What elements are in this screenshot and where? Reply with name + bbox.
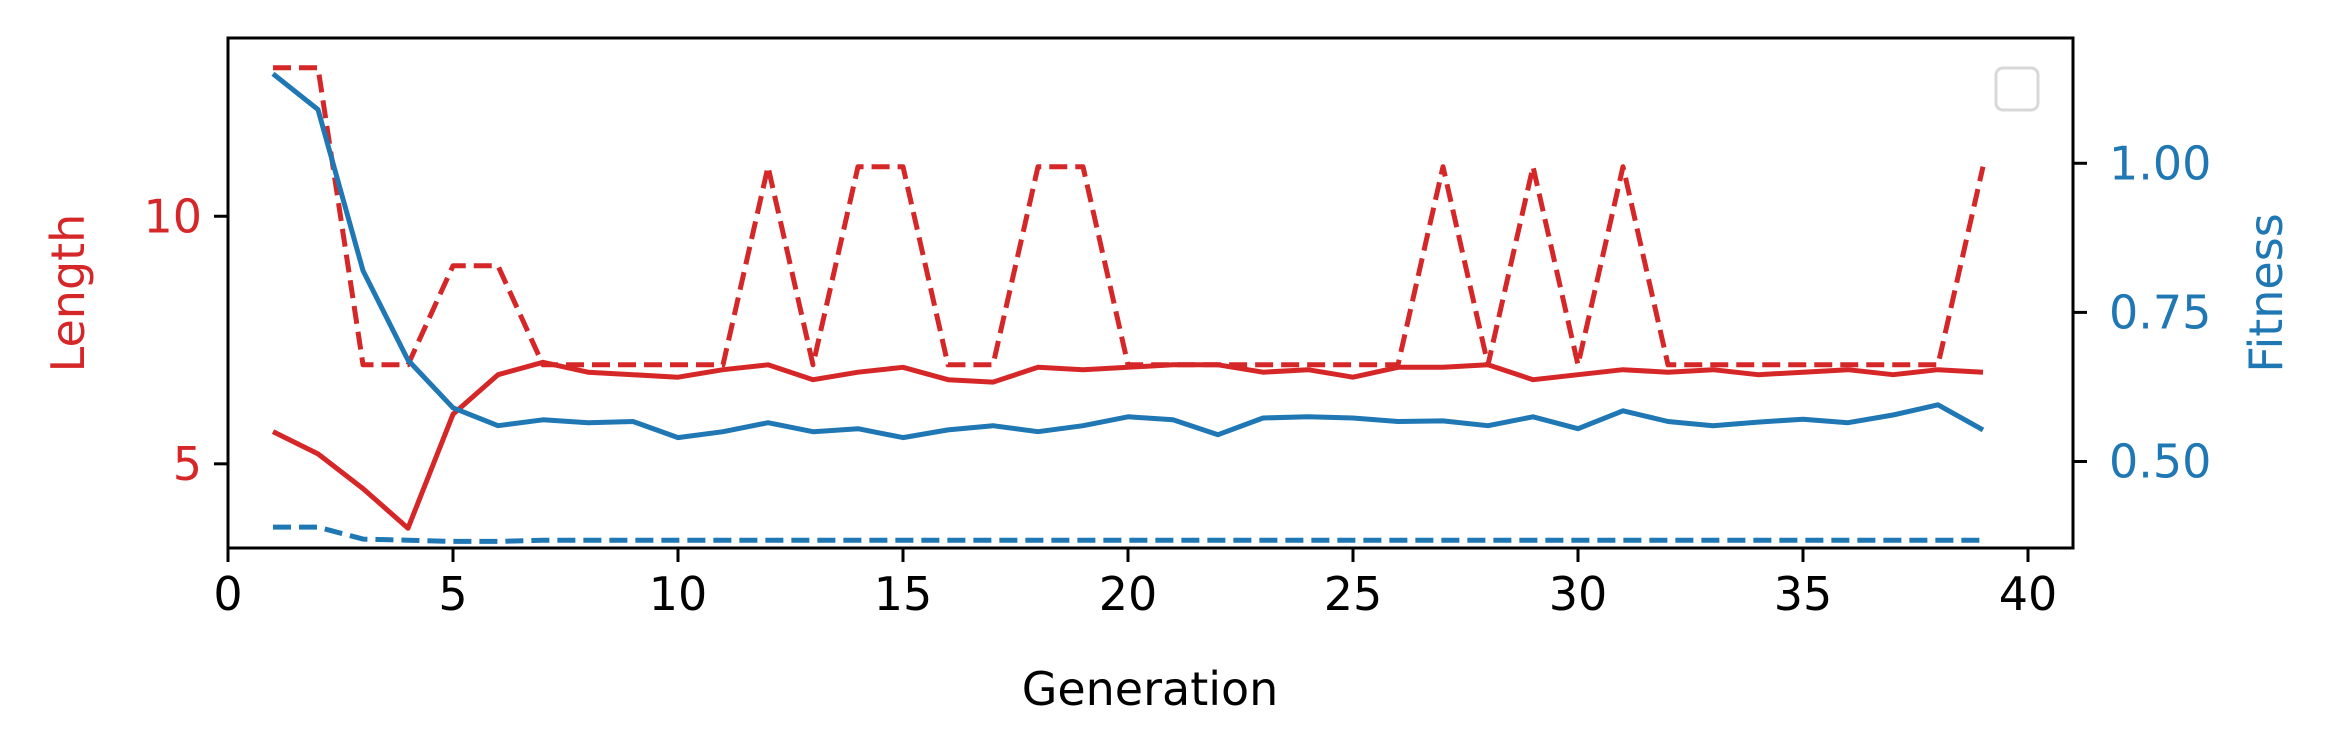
y-right-tick-label: 0.50 [2109,435,2211,489]
x-tick-label: 35 [1774,567,1833,621]
plot-frame [226,36,2075,550]
series-line-left-dashed [273,65,1986,368]
x-tick-label: 30 [1549,567,1608,621]
x-tick-label: 15 [874,567,933,621]
y-left-tick-label: 10 [143,189,202,243]
y-right-tick-label: 1.00 [2109,136,2211,190]
x-tick-label: 25 [1324,567,1383,621]
series-line-right-dashed [273,524,1983,544]
y-axis-left-title: Length [41,214,95,373]
x-tick-label: 10 [649,567,708,621]
y-axis-right-title: Fitness [2239,213,2293,372]
ticks-layer: 0 5 10 15 20 25 30 35 40 5 10 0.50 0.75 1.00 [143,136,2211,621]
y-left-tick-label: 5 [173,437,202,491]
x-tick-label: 20 [1099,567,1158,621]
x-tick-label: 40 [1999,567,2058,621]
series-layer [271,65,1986,544]
x-axis-title: Generation [1022,662,1279,716]
y-right-tick-label: 0.75 [2109,285,2211,339]
series-line-left-solid [271,359,1984,531]
series-line-right-solid [271,71,1985,441]
legend-box [1994,66,2040,112]
x-tick-label: 0 [213,567,242,621]
x-tick-label: 5 [438,567,467,621]
